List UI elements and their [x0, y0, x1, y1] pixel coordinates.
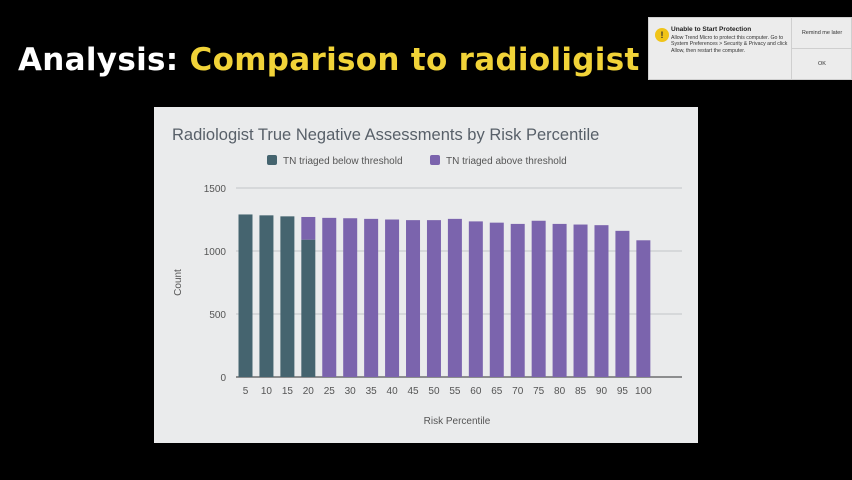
bar-85-above [573, 224, 588, 377]
x-tick-label-30: 30 [345, 386, 357, 397]
y-axis-label: Count [173, 269, 184, 296]
x-tick-label-55: 55 [449, 386, 461, 397]
x-tick-label-10: 10 [261, 386, 273, 397]
slide-title: Analysis: Comparison to radioligist [18, 42, 640, 78]
bar-100-above [636, 240, 651, 377]
slide-title-highlight: Comparison to radioligist [189, 42, 640, 78]
legend-swatch-1 [267, 155, 277, 165]
x-tick-label-75: 75 [533, 386, 545, 397]
bar-20-below [301, 239, 316, 377]
warning-icon: ! [655, 28, 669, 42]
x-tick-label-15: 15 [282, 386, 294, 397]
bar-25-above [322, 217, 337, 377]
bar-80-above [552, 223, 567, 377]
y-tick-label-1000: 1000 [204, 247, 227, 258]
notification-body: Allow Trend Micro to protect this comput… [671, 35, 788, 54]
x-tick-label-80: 80 [554, 386, 566, 397]
x-tick-label-70: 70 [512, 386, 524, 397]
ok-button[interactable]: OK [818, 61, 826, 67]
x-tick-label-25: 25 [324, 386, 336, 397]
legend-swatch-2 [430, 155, 440, 165]
bar-45-above [406, 220, 421, 377]
notification-title: Unable to Start Protection [671, 26, 752, 33]
remind-later-button[interactable]: Remind me later [792, 18, 852, 49]
bar-20-above [301, 216, 316, 240]
bar-40-above [385, 219, 400, 377]
y-tick-label-500: 500 [209, 310, 226, 321]
x-axis-label: Risk Percentile [424, 416, 491, 427]
x-tick-label-100: 100 [635, 386, 652, 397]
x-tick-label-65: 65 [491, 386, 503, 397]
chart-title: Radiologist True Negative Assessments by… [172, 126, 599, 144]
bar-60-above [468, 221, 483, 377]
x-tick-label-20: 20 [303, 386, 315, 397]
x-tick-label-90: 90 [596, 386, 608, 397]
x-tick-label-5: 5 [243, 386, 249, 397]
bar-35-above [364, 218, 379, 377]
bar-90-above [594, 225, 609, 377]
y-tick-label-0: 0 [220, 373, 226, 384]
bar-chart: Radiologist True Negative Assessments by… [172, 126, 682, 427]
x-tick-label-85: 85 [575, 386, 587, 397]
x-tick-label-45: 45 [407, 386, 419, 397]
bar-30-above [343, 218, 358, 377]
x-tick-label-40: 40 [387, 386, 399, 397]
legend-label-2: TN triaged above threshold [446, 156, 567, 167]
x-tick-label-35: 35 [366, 386, 378, 397]
x-tick-label-60: 60 [470, 386, 482, 397]
x-tick-label-50: 50 [428, 386, 440, 397]
notification-buttons: Remind me later OK [791, 18, 852, 79]
chart-panel: Radiologist True Negative Assessments by… [154, 107, 698, 443]
bar-95-above [615, 230, 630, 377]
bar-75-above [531, 220, 546, 377]
notification-popup: ! Unable to Start Protection Allow Trend… [648, 17, 852, 80]
bar-55-above [447, 218, 462, 377]
x-tick-label-95: 95 [617, 386, 629, 397]
bar-70-above [510, 223, 525, 377]
bar-10-below [259, 215, 274, 377]
bar-65-above [489, 222, 504, 377]
slide-title-prefix: Analysis: [18, 42, 179, 78]
bar-15-below [280, 216, 295, 377]
legend-label-1: TN triaged below threshold [283, 156, 403, 167]
y-tick-label-1500: 1500 [204, 184, 227, 195]
bar-5-below [238, 214, 253, 377]
bar-50-above [426, 220, 441, 377]
